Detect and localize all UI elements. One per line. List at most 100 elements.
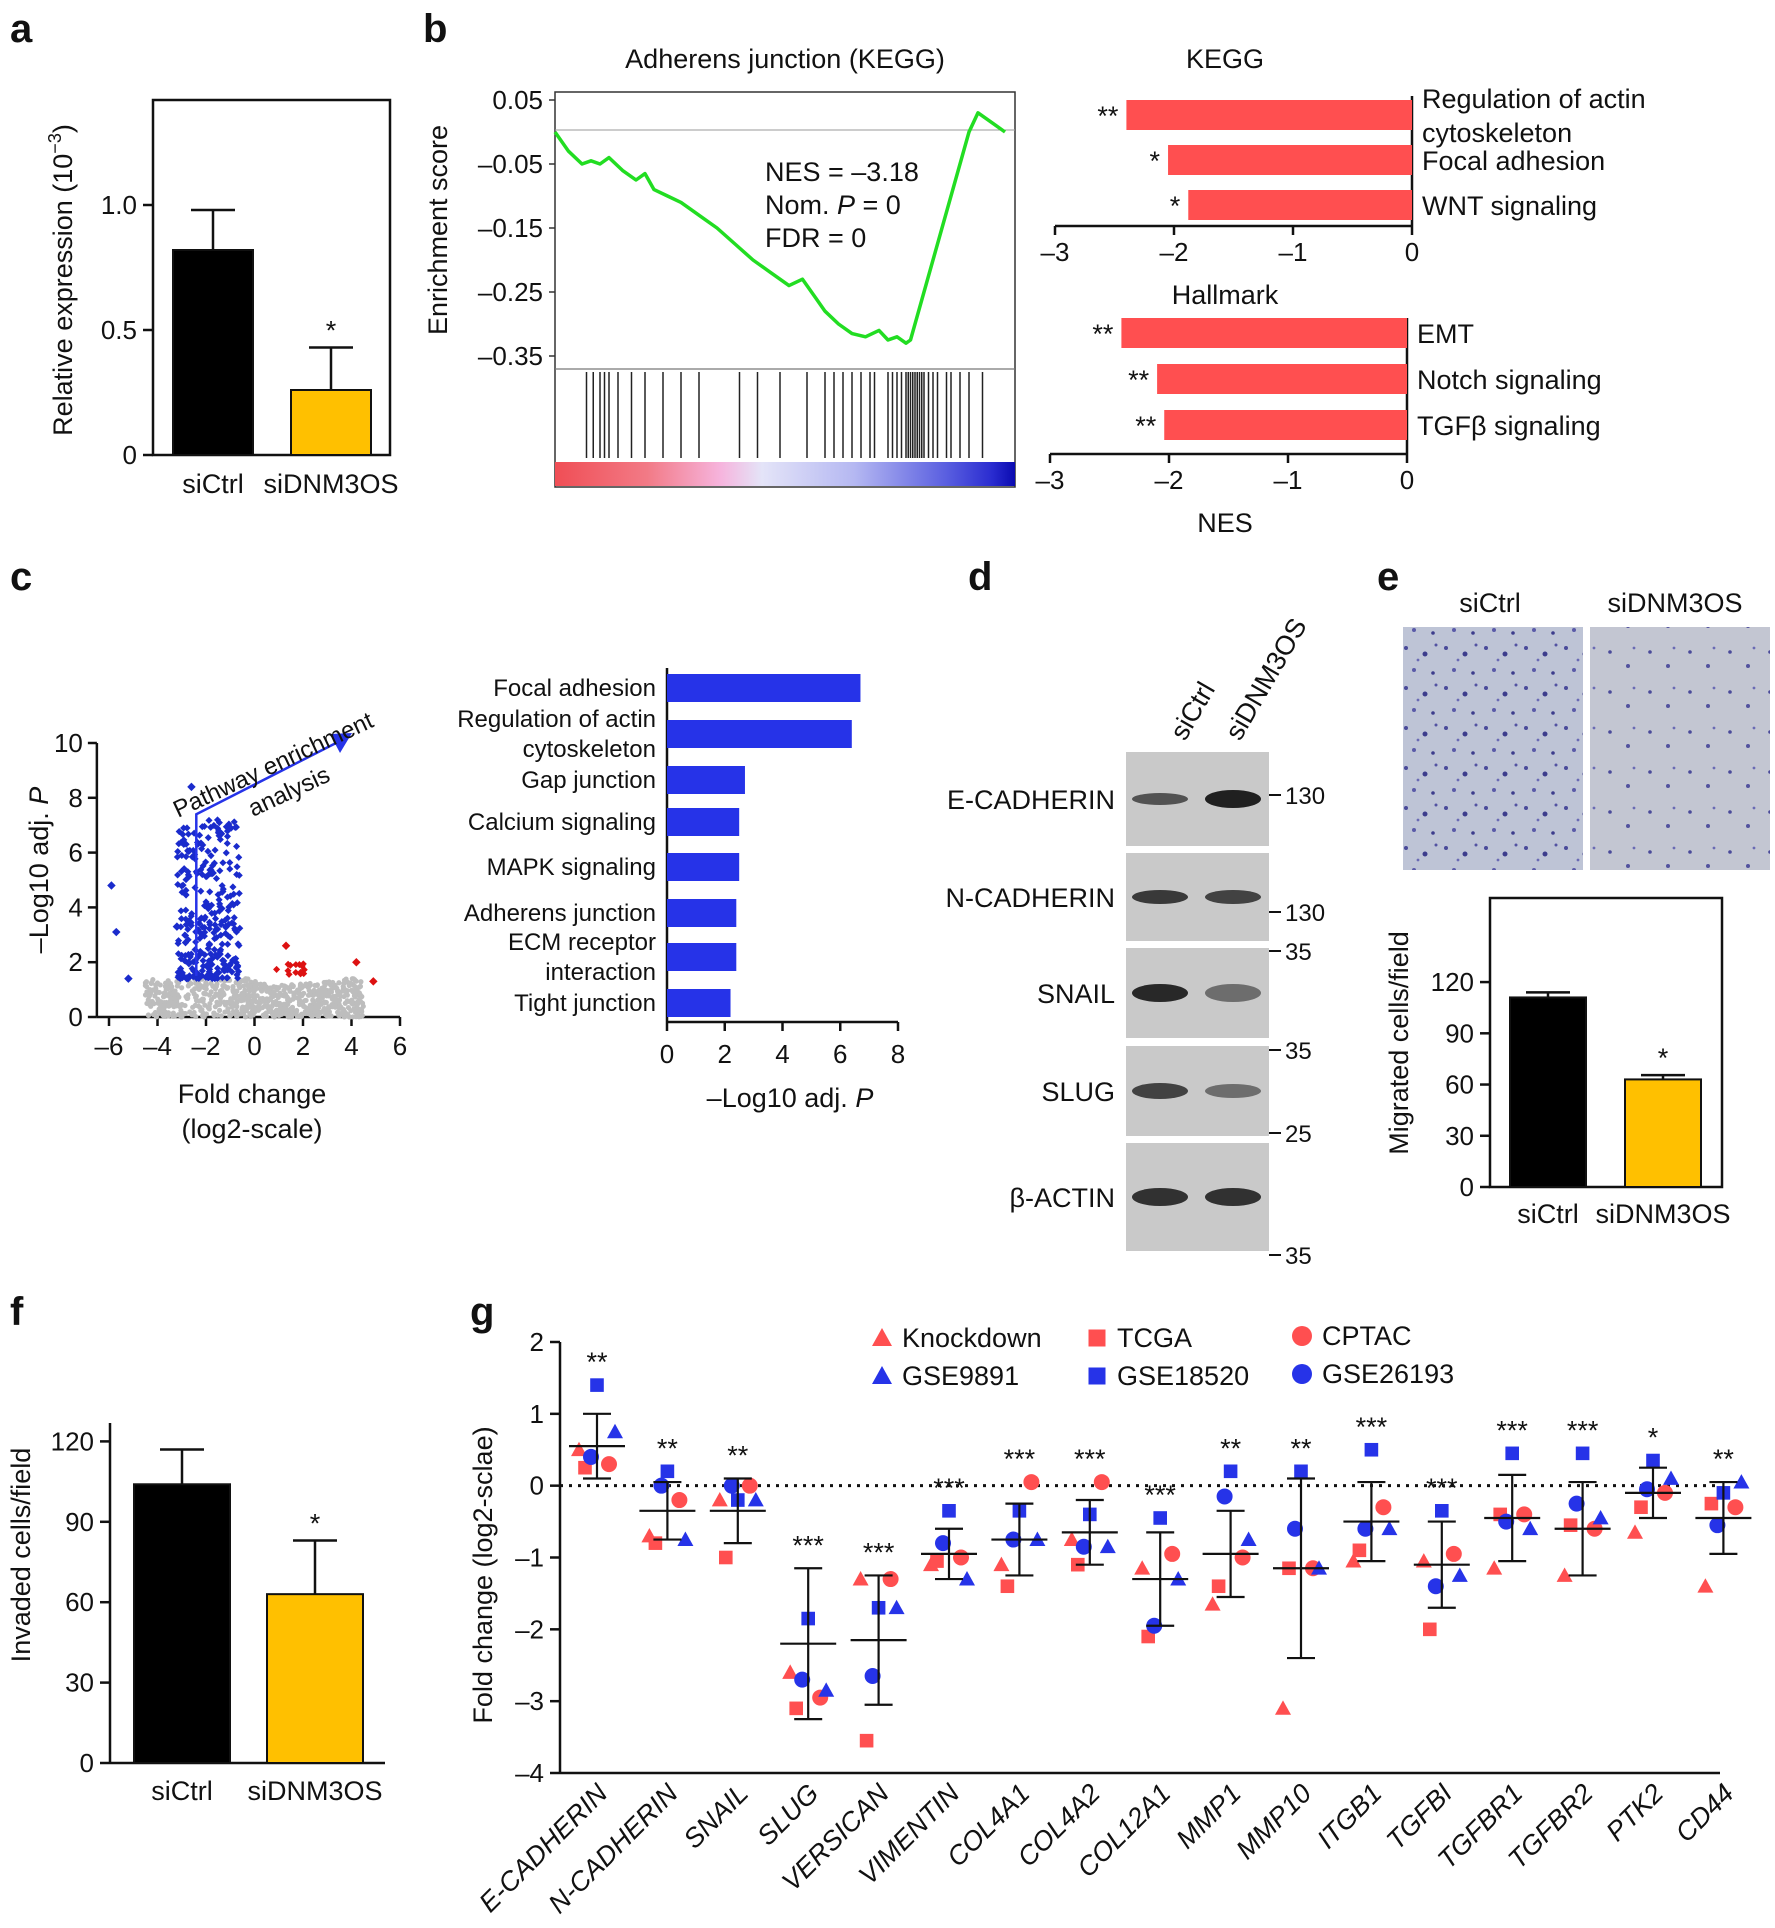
pathway-xtick-label: 4 <box>775 1039 789 1069</box>
chart-g-point <box>1164 1545 1181 1562</box>
chart-g-point <box>1204 1596 1221 1611</box>
volcano-sig-down <box>210 821 218 829</box>
panel-label-f: f <box>10 1290 24 1334</box>
chart-g-legend-marker <box>1088 1329 1106 1347</box>
chart-g-point <box>993 1556 1010 1572</box>
chart-b-kegg-bar <box>1126 100 1412 130</box>
volcano-sig-down <box>214 925 222 933</box>
gsea-es-curve <box>553 111 1007 345</box>
micro-label-sictrl: siCtrl <box>1459 588 1521 618</box>
chart-g-legend-marker <box>1088 1367 1106 1385</box>
pathway-label: Adherens junction <box>464 900 656 927</box>
micro-label-sidnm3os: siDNM3OS <box>1607 588 1742 618</box>
chart-g-point <box>1234 1549 1251 1566</box>
volcano-point <box>179 985 185 991</box>
pathway-xtick-label: 0 <box>660 1039 674 1069</box>
volcano-point <box>358 979 364 985</box>
volcano-point <box>160 994 167 1000</box>
volcano-sig-down <box>214 964 222 972</box>
volcano-sig-down <box>205 925 214 933</box>
chart-e-ylabel: Migrated cells/field <box>1384 931 1414 1155</box>
chart-b-hallmark-xtick-label: –1 <box>1274 465 1303 495</box>
chart-g-point <box>1556 1567 1573 1582</box>
volcano-sig-down <box>230 955 238 963</box>
volcano-sig-down <box>184 830 192 838</box>
chart-g-sig: *** <box>792 1530 824 1560</box>
chart-g-point <box>1435 1504 1449 1518</box>
pathway-label: ECM receptor <box>508 929 656 956</box>
chart-g: Fold change (log2-sclae) 210–1–2–3–4**E-… <box>468 1321 1752 1919</box>
volcano-ylabel-var: P <box>24 787 54 805</box>
volcano-sig-down <box>212 915 220 923</box>
chart-g-point <box>1134 1560 1151 1575</box>
chart-g-point <box>607 1423 623 1439</box>
chart-g-point <box>1381 1520 1398 1536</box>
volcano-sig-down <box>230 920 238 928</box>
chart-g-sig: *** <box>1144 1480 1176 1510</box>
volcano-point <box>144 983 150 990</box>
wb-lane-sictrl: siCtrl <box>1164 677 1221 745</box>
wb-row-label: SNAIL <box>1037 979 1115 1009</box>
volcano-sig-down <box>230 914 238 922</box>
volcano-sig-down <box>231 823 239 832</box>
chart-b-kegg: KEGG –3 –2 –1 0**Regulation of actincytoske… <box>1041 44 1646 267</box>
chart-g-point <box>1153 1511 1167 1525</box>
volcano-outlier-up <box>369 977 378 986</box>
gsea-ytick-label: 0.05 <box>492 85 543 115</box>
volcano-sig-down <box>178 971 186 979</box>
volcano-point <box>146 993 152 1000</box>
chart-g-xlabel: CD44 <box>1670 1778 1740 1848</box>
chart-a-ylabel-end: ) <box>48 124 78 133</box>
volcano-sig-down <box>218 974 226 982</box>
chart-g-point <box>1704 1496 1719 1511</box>
volcano-point <box>329 1002 335 1008</box>
volcano-point <box>306 1010 313 1016</box>
volcano-point <box>175 1012 182 1018</box>
volcano-point <box>151 1001 157 1007</box>
chart-g-ytick-label: –1 <box>515 1543 544 1573</box>
volcano-sig-down <box>235 941 243 950</box>
chart-a-xlabel: siDNM3OS <box>263 469 398 499</box>
chart-g-xlabel: SNAIL <box>678 1778 754 1854</box>
volcano-sig-down <box>218 940 226 948</box>
chart-g-point <box>1663 1470 1679 1485</box>
volcano-sig-down <box>216 835 224 843</box>
chart-g-ytick-label: 0 <box>530 1471 544 1501</box>
volcano-point <box>275 994 281 1000</box>
volcano-sig-down <box>174 848 182 856</box>
chart-g-point <box>1445 1545 1462 1562</box>
volcano-sig-down <box>235 889 243 897</box>
gsea-title: Adherens junction (KEGG) <box>625 44 945 74</box>
volcano-sig-down <box>179 830 187 839</box>
gsea-nomp-post: = 0 <box>855 190 901 220</box>
volcano-point <box>258 1005 264 1011</box>
volcano-point <box>264 1003 270 1009</box>
pathway-bar <box>667 853 740 881</box>
chart-a-bar <box>290 389 372 456</box>
chart-a-frame <box>151 98 392 457</box>
volcano-point <box>174 983 181 989</box>
chart-a: Relative expression (10−3) 0 0.5 1.0 siCtrl… <box>45 98 399 499</box>
panel-label-e: e <box>1377 555 1399 599</box>
chart-g-sig: ** <box>1220 1433 1242 1463</box>
pathway-bar <box>667 674 861 702</box>
volcano-point <box>150 977 156 983</box>
chart-g-point <box>1697 1578 1714 1593</box>
volcano-ytick-label: 8 <box>68 783 82 813</box>
chart-g-ytick-label: 1 <box>530 1399 544 1429</box>
volcano-sig-down <box>205 918 214 926</box>
chart-e-xlabel: siCtrl <box>1517 1199 1579 1229</box>
volcano-point <box>216 1007 223 1013</box>
chart-g-legend-label: GSE9891 <box>902 1361 1019 1391</box>
chart-g-point <box>888 1599 905 1615</box>
volcano-sig-down <box>188 853 196 861</box>
volcano-sig-down <box>204 834 212 842</box>
panel-label-g: g <box>470 1290 494 1334</box>
volcano-sig-down <box>208 960 216 969</box>
volcano-point <box>354 999 361 1005</box>
volcano-point <box>345 1012 351 1018</box>
wb-marker-label: 35 <box>1285 1038 1312 1065</box>
chart-f-ytick-label: 120 <box>51 1426 94 1456</box>
volcano-point <box>167 990 173 996</box>
